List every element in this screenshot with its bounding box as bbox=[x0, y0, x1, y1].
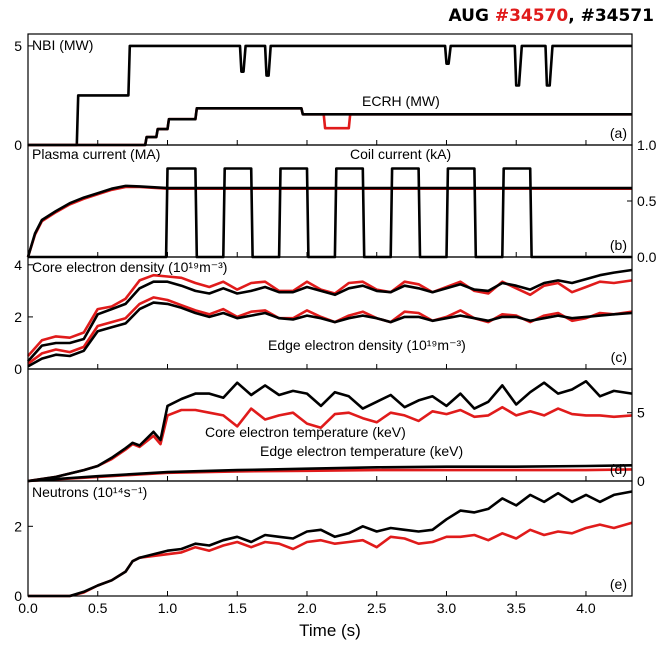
y-tick-label-right: 5 bbox=[637, 405, 645, 421]
annotation: ECRH (MW) bbox=[362, 93, 440, 109]
y-tick-label: 0 bbox=[14, 588, 22, 604]
x-tick-label: 0.5 bbox=[88, 600, 108, 616]
panel-tag: (d) bbox=[610, 461, 627, 477]
x-tick-label: 1.0 bbox=[158, 600, 178, 616]
series-core-density-34571 bbox=[27, 268, 633, 363]
annotation: Plasma current (MA) bbox=[32, 146, 160, 162]
panel-e: 0 2 Neutrons (10¹⁴s⁻¹) (e) 0.0 0.5 1.0 1.5 2.0 2.… bbox=[14, 480, 633, 640]
annotation: Core electron temperature (keV) bbox=[205, 424, 406, 440]
title-prefix: AUG bbox=[448, 6, 495, 26]
panel-tag: (e) bbox=[610, 576, 627, 592]
series-plasma-current-34571 bbox=[26, 184, 632, 258]
y-tick-label: 0 bbox=[14, 137, 22, 153]
x-axis-label: Time (s) bbox=[299, 621, 361, 640]
panel-tag: (b) bbox=[610, 237, 627, 253]
annotation: Edge electron temperature (keV) bbox=[260, 443, 463, 459]
panel-frame bbox=[27, 480, 633, 597]
panel-tag: (c) bbox=[611, 349, 627, 365]
panel-d: 0 5 Core electron temperature (keV) Edge el… bbox=[27, 368, 645, 489]
series-plasma-current-34570 bbox=[26, 185, 632, 258]
series-ecrh-34571 bbox=[28, 107, 632, 147]
panel-b: 0.0 0.5 1.0 Plasma current (MA) Coil current… bbox=[26, 137, 657, 265]
x-tick-label: 3.5 bbox=[506, 600, 526, 616]
annotation: Edge electron density (10¹⁹m⁻³) bbox=[268, 337, 466, 353]
shot-red-label: #34570 bbox=[494, 6, 569, 26]
y-tick-label: 5 bbox=[14, 38, 22, 54]
y-tick-label: 2 bbox=[14, 309, 22, 325]
page-title: AUG #34570, #34571 bbox=[449, 6, 654, 26]
x-tick-label: 1.5 bbox=[228, 600, 248, 616]
series-edge-density-34571 bbox=[27, 301, 633, 368]
x-tick-label: 2.5 bbox=[367, 600, 387, 616]
x-tick-label: 0.0 bbox=[18, 600, 38, 616]
series-nbi-34571 bbox=[28, 44, 632, 147]
y-tick-label-right: 1.0 bbox=[637, 137, 657, 153]
y-tick-label-right: 0 bbox=[637, 473, 645, 489]
y-tick-label-right: 0.5 bbox=[637, 193, 657, 209]
y-tick-label: 4 bbox=[14, 257, 22, 273]
shot-black-label: #34571 bbox=[580, 6, 654, 26]
series-neutrons-34571 bbox=[28, 490, 633, 598]
series-core-te-34571 bbox=[27, 379, 633, 483]
panel-c: 0 2 4 Core electron density (10¹⁹m⁻³) Edge e… bbox=[14, 256, 633, 377]
panel-tag: (a) bbox=[610, 125, 627, 141]
y-tick-label: 2 bbox=[14, 518, 22, 534]
annotation: Neutrons (10¹⁴s⁻¹) bbox=[32, 484, 147, 500]
title-separator: , bbox=[568, 6, 581, 26]
annotation: Core electron density (10¹⁹m⁻³) bbox=[32, 259, 227, 275]
annotation: NBI (MW) bbox=[32, 37, 93, 53]
series-edge-te-34571 bbox=[27, 464, 633, 483]
x-tick-label: 3.0 bbox=[437, 600, 457, 616]
series-coil-current-34571 bbox=[28, 167, 632, 259]
y-tick-label: 0 bbox=[14, 361, 22, 377]
x-tick-label: 4.0 bbox=[576, 600, 596, 616]
y-tick-label-right: 0.0 bbox=[637, 249, 657, 265]
series-core-te-34570 bbox=[27, 405, 633, 483]
x-tick-label: 2.0 bbox=[297, 600, 317, 616]
panel-a: 0 5 NBI (MW) ECRH (MW) (a) bbox=[14, 33, 633, 153]
annotation: Coil current (kA) bbox=[350, 146, 451, 162]
